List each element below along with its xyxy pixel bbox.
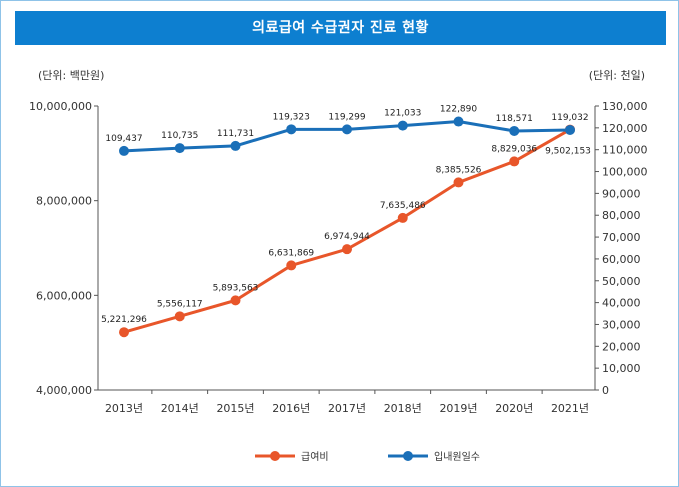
x-tick-label: 2018년 [384,402,422,415]
left-tick-label: 10,000,000 [29,100,92,113]
series-2-point [342,124,352,135]
series-2-point [286,124,297,135]
series-1-point [342,244,352,255]
series-1-data-label: 5,221,296 [101,315,147,325]
axes: 4,000,000 6,000,000 8,000,000 10,000,000 0 10… [29,100,647,415]
series-2-point [453,116,464,127]
x-tick-label: 2013년 [105,402,143,415]
series-1-data-label: 5,556,117 [157,299,203,309]
series-1-point [453,177,464,188]
right-tick-label: 60,000 [602,253,641,266]
series-1-data-label: 8,385,526 [436,165,482,175]
right-axis-unit: (단위: 천일) [589,68,645,82]
legend-label-1: 급여비 [301,451,329,463]
right-tick-label: 110,000 [602,144,648,157]
right-tick-label: 30,000 [602,318,641,331]
series-2-point [397,120,408,131]
right-tick-label: 10,000 [602,362,641,375]
left-tick-label: 8,000,000 [36,195,92,208]
series-2-point [119,145,129,156]
right-tick-label: 120,000 [602,122,648,135]
right-tick-label: 130,000 [602,100,648,113]
series-2-data-label: 118,571 [496,114,533,124]
series-2-point [565,124,575,135]
right-tick-label: 100,000 [602,166,648,179]
right-tick-label: 70,000 [602,231,641,244]
series-1-point [174,311,185,322]
left-tick-label: 4,000,000 [36,384,92,397]
series-1-point [509,156,520,167]
x-tick-label: 2015년 [216,402,254,415]
series-1-data-label: 7,635,486 [380,201,426,211]
x-tick-label: 2019년 [439,402,477,415]
series-1-data-label: 9,502,153 [545,147,591,157]
x-tick-label: 2016년 [272,402,310,415]
series-2-point [230,140,241,151]
right-tick-label: 80,000 [602,209,641,222]
series-2-data-label: 121,033 [384,109,421,119]
x-tick-label: 2020년 [495,402,533,415]
series-points [119,116,575,338]
left-tick-label: 6,000,000 [36,289,92,302]
series-1-point [397,212,408,223]
series-1-point [119,327,129,338]
series-2-data-label: 119,032 [551,113,588,123]
right-tick-label: 20,000 [602,340,641,353]
left-axis-unit: (단위: 백만원) [38,69,104,82]
x-tick-label: 2014년 [161,402,199,415]
series-2-point [509,125,520,136]
legend: 급여비 입내원일수 [255,450,480,463]
series-1-data-label: 6,974,944 [324,232,370,242]
series-2-data-label: 122,890 [440,105,477,115]
series-1-point [230,295,241,306]
series-2-data-label: 119,323 [273,112,310,122]
right-tick-label: 40,000 [602,297,641,310]
series-1-data-label: 6,631,869 [268,248,314,258]
legend-swatch-marker-1 [270,451,280,461]
series-2-point [174,143,185,154]
x-tick-label: 2021년 [551,402,589,415]
series-2-data-label: 111,731 [217,129,254,139]
series-2-data-label: 110,735 [161,131,198,141]
chart-title: 의료급여 수급권자 진료 현황 [15,11,666,45]
right-tick-label: 0 [602,384,609,397]
legend-swatch-marker-2 [403,451,413,461]
series-2-data-label: 109,437 [105,134,142,144]
right-tick-label: 50,000 [602,275,641,288]
series-2-data-label: 119,299 [328,112,365,122]
right-tick-label: 90,000 [602,187,641,200]
x-tick-label: 2017년 [328,402,366,415]
series-1-point [286,260,297,271]
series-1-data-label: 8,829,036 [491,144,537,154]
data-labels: 5,221,296 5,556,117 5,893,563 6,631,869 6,97… [101,105,591,326]
legend-label-2: 입내원일수 [434,450,480,463]
series-1-data-label: 5,893,563 [213,283,259,293]
